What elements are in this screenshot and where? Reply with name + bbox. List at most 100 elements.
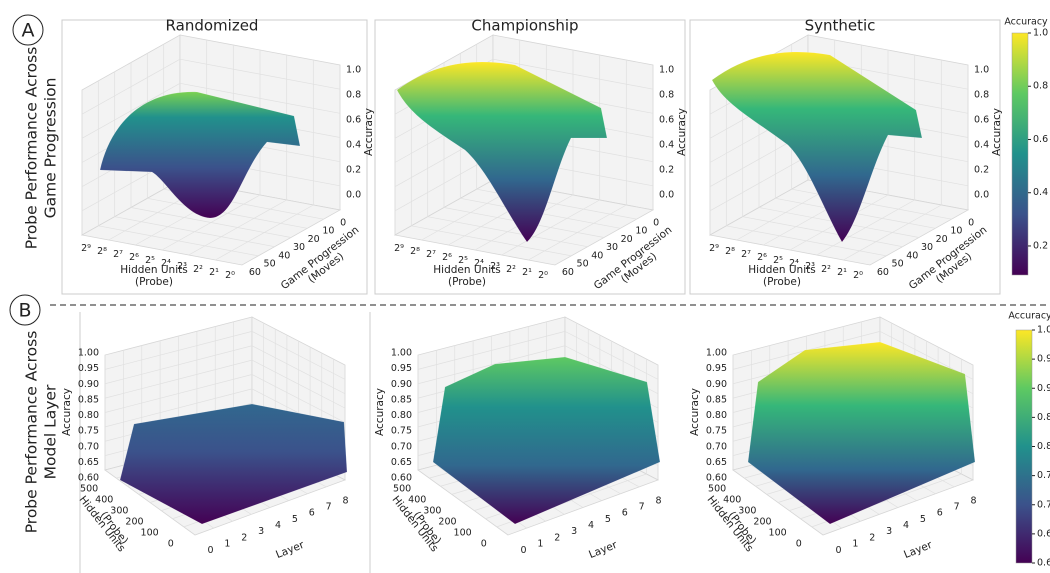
y-tick-label: 0 (340, 217, 346, 228)
y-tick-label: 1 (224, 539, 230, 550)
y-tick-label: 60 (562, 267, 574, 278)
x-axis-label: (Probe) (763, 276, 801, 288)
x-tick-label: 0 (168, 538, 174, 549)
z-tick-label: 0.8 (659, 90, 674, 101)
x-tick-label: 2⁹ (394, 243, 404, 254)
z-tick-label: 0.80 (706, 410, 727, 421)
z-tick-label: 0.2 (974, 165, 989, 176)
y-tick-label: 3 (258, 526, 264, 537)
pane-grid (251, 331, 346, 380)
y-tick-label: 8 (342, 495, 348, 506)
z-tick-label: 0.75 (706, 426, 727, 437)
z-axis-label: Accuracy (991, 108, 1003, 156)
y-tick-label: 8 (970, 495, 976, 506)
x-tick-label: 2⁰ (225, 270, 235, 281)
column-title: Synthetic (805, 17, 876, 35)
z-tick-label: 0.0 (346, 190, 361, 201)
x-tick-label: 2³ (490, 261, 500, 272)
x-tick-label: 2⁵ (145, 255, 155, 266)
x-tick-label: 400 (95, 495, 113, 506)
colorbar-tick-label: 0.90 (1037, 383, 1050, 394)
z-axis-label: Accuracy (374, 388, 386, 436)
z-tick-label: 0.85 (391, 394, 412, 405)
z-tick-label: 0.2 (659, 165, 674, 176)
x-tick-label: 2⁹ (709, 243, 719, 254)
z-tick-label: 0.70 (706, 441, 727, 452)
y-tick-label: 40 (906, 250, 918, 261)
x-tick-label: 2⁷ (426, 249, 436, 260)
y-tick-label: 20 (308, 234, 320, 245)
panel-frame (61, 19, 368, 295)
x-tick-label: 500 (80, 484, 98, 495)
colorbar-label: Accuracy (1008, 311, 1050, 322)
y-tick-label: 0 (653, 217, 659, 228)
x-tick-label: 2⁸ (725, 246, 735, 257)
z-tick-label: 0.60 (78, 473, 99, 484)
x-tick-label: 2⁴ (474, 258, 484, 269)
x-axis-label: Hidden Units (433, 264, 500, 276)
x-tick-label: 2⁴ (161, 258, 171, 269)
z-tick-label: 0.85 (706, 394, 727, 405)
z-tick-label: 0.6 (659, 115, 674, 126)
pane-grid (104, 359, 253, 399)
z-axis-label: Accuracy (61, 388, 73, 436)
y-tick-label: 60 (877, 267, 889, 278)
z-tick-label: 0.6 (346, 115, 361, 126)
x-tick-label: 300 (738, 506, 756, 517)
colorbar-tick-label: 0.75 (1037, 470, 1050, 481)
pane-grid (417, 331, 566, 370)
y-tick-label: 50 (264, 259, 276, 270)
y-tick-label: 10 (635, 226, 647, 237)
z-tick-label: 0.6 (974, 115, 989, 126)
z-tick-label: 0.8 (974, 90, 989, 101)
y-axis-label: Layer (274, 539, 306, 561)
pane-grid (104, 374, 253, 413)
x-tick-label: 100 (454, 527, 472, 538)
x-tick-label: 2⁶ (129, 252, 139, 263)
y-tick-label: 0 (207, 545, 213, 556)
z-tick-label: 0.65 (706, 457, 727, 468)
z-tick-label: 0.4 (974, 140, 989, 151)
x-tick-label: 0 (796, 538, 802, 549)
colorbar-tick-label: 0.8 (1033, 81, 1048, 92)
z-tick-label: 0.80 (78, 410, 99, 421)
z-tick-label: 0.95 (706, 363, 727, 374)
z-axis-label: Accuracy (689, 388, 701, 436)
x-tick-label: 2¹ (209, 267, 219, 278)
pane-grid (251, 374, 346, 423)
y-tick-label: 50 (892, 259, 904, 270)
x-axis-label: (Probe) (448, 276, 486, 288)
pane-grid (417, 345, 566, 385)
x-tick-label: 300 (423, 506, 441, 517)
x-tick-label: 2⁹ (81, 243, 91, 254)
pane-grid (104, 345, 253, 385)
pane-grid (251, 359, 346, 409)
y-tick-label: 7 (954, 501, 960, 512)
z-tick-label: 0.2 (346, 165, 361, 176)
x-tick-label: 2⁵ (773, 255, 783, 266)
y-tick-label: 5 (605, 514, 611, 525)
y-tick-label: 40 (591, 250, 603, 261)
y-tick-label: 4 (588, 520, 594, 531)
surface-plot: Synthetic 0.0 0.2 0.4 0.6 0.8 1.0 Accuracy 2⁹ 2⁸ 2… (708, 17, 1003, 292)
z-tick-label: 0.90 (78, 379, 99, 390)
z-tick-label: 0.65 (78, 457, 99, 468)
z-tick-label: 1.00 (706, 348, 727, 359)
z-tick-label: 0.70 (391, 441, 412, 452)
colorbar-tick-label: 0.80 (1037, 441, 1050, 452)
surface-plot: 0.60 0.65 0.70 0.75 0.80 0.85 0.90 0.95 1.00 Accu… (61, 316, 349, 561)
x-tick-label: 2⁴ (789, 258, 799, 269)
x-tick-label: 500 (393, 484, 411, 495)
y-tick-label: 3 (886, 526, 892, 537)
surface-plot: 0.60 0.65 0.70 0.75 0.80 0.85 0.90 0.95 1.00 Accu… (689, 316, 977, 561)
x-tick-label: 200 (125, 516, 143, 527)
pane-grid (492, 58, 654, 90)
surface (711, 51, 923, 243)
x-tick-label: 2¹ (837, 267, 847, 278)
surface-plot: 0.60 0.65 0.70 0.75 0.80 0.85 0.90 0.95 1.00 Accu… (374, 316, 662, 561)
z-tick-label: 0.4 (659, 140, 674, 151)
x-tick-label: 400 (408, 495, 426, 506)
surface (432, 356, 661, 525)
z-tick-label: 0.60 (391, 473, 412, 484)
